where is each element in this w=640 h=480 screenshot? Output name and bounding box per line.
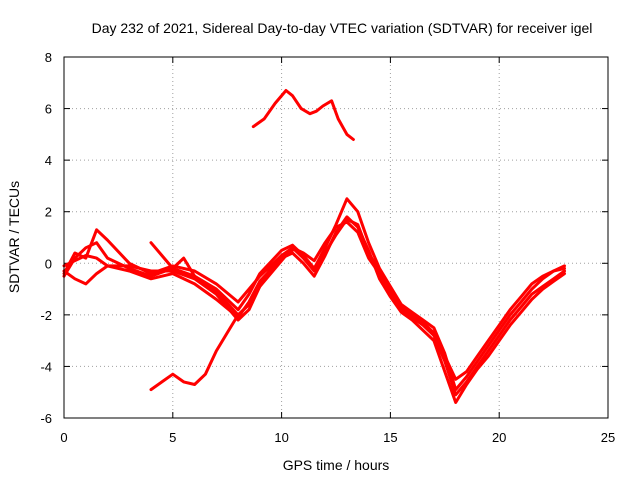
y-tick-label: -2 bbox=[40, 308, 52, 323]
y-tick-label: 6 bbox=[45, 102, 52, 117]
y-tick-labels: -6 -4 -2 0 2 4 6 8 bbox=[40, 50, 52, 426]
series-line-arc-d bbox=[62, 217, 566, 381]
y-tick-label: -4 bbox=[40, 359, 52, 374]
y-tick-label: 4 bbox=[45, 153, 52, 168]
y-tick-label: 0 bbox=[45, 256, 52, 271]
x-axis-label: GPS time / hours bbox=[283, 457, 390, 473]
x-tick-label: 15 bbox=[383, 430, 397, 445]
chart-title: Day 232 of 2021, Sidereal Day-to-day VTE… bbox=[92, 20, 593, 36]
x-tick-label: 0 bbox=[60, 430, 67, 445]
series-line-arc-e bbox=[149, 241, 284, 317]
x-tick-label: 10 bbox=[274, 430, 288, 445]
y-tick-label: -6 bbox=[40, 411, 52, 426]
series-line-arc-c bbox=[62, 220, 566, 397]
y-axis-label: SDTVAR / TECUs bbox=[6, 181, 22, 293]
x-tick-labels: 0 5 10 15 20 25 bbox=[60, 430, 615, 445]
series-line-arc-high bbox=[251, 89, 355, 141]
x-tick-label: 20 bbox=[492, 430, 506, 445]
series-line-arc-b bbox=[62, 215, 566, 404]
series-line-arc-a bbox=[62, 197, 566, 392]
x-tick-label: 25 bbox=[601, 430, 615, 445]
y-tick-label: 2 bbox=[45, 205, 52, 220]
x-tick-label: 5 bbox=[169, 430, 176, 445]
plot-frame bbox=[63, 56, 609, 419]
y-tick-label: 8 bbox=[45, 50, 52, 65]
plot-area bbox=[62, 89, 566, 404]
